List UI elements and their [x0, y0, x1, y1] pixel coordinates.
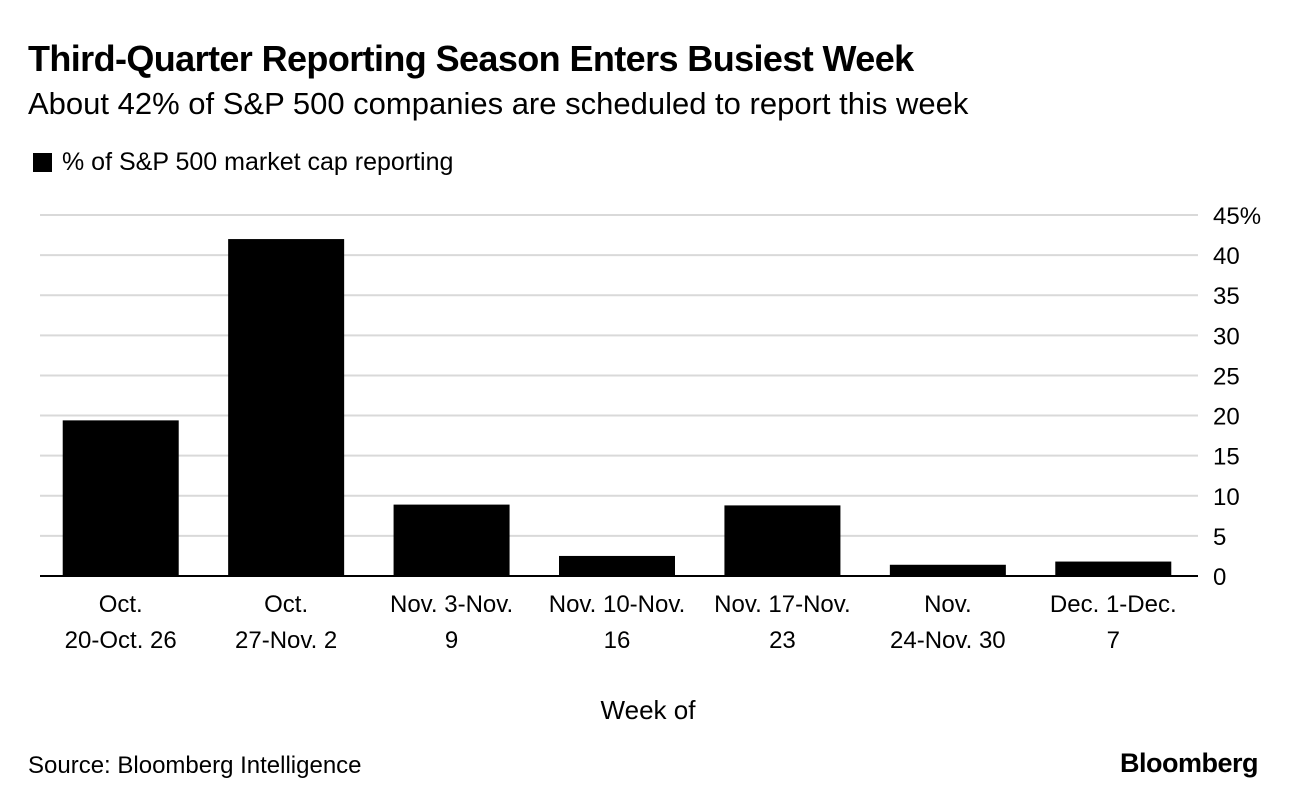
- legend-swatch: [33, 153, 52, 172]
- bar: [393, 504, 510, 576]
- x-tick-label: 24-Nov. 30: [890, 627, 1006, 654]
- chart-title: Third-Quarter Reporting Season Enters Bu…: [28, 38, 914, 79]
- legend-label: % of S&P 500 market cap reporting: [62, 148, 454, 176]
- x-tick-label: 23: [769, 627, 796, 654]
- y-tick-label: 0: [1213, 564, 1226, 591]
- bar: [559, 555, 675, 576]
- bar: [889, 564, 1006, 576]
- y-tick-label: 20: [1213, 404, 1240, 431]
- x-tick-label: 20-Oct. 26: [65, 627, 177, 654]
- chart-subtitle: About 42% of S&P 500 companies are sched…: [28, 86, 969, 121]
- bar: [228, 239, 345, 577]
- y-tick-label: 30: [1213, 323, 1240, 350]
- source-note: Source: Bloomberg Intelligence: [28, 752, 362, 779]
- x-tick-label: 9: [445, 627, 458, 654]
- y-tick-label: 25: [1213, 363, 1240, 390]
- x-tick-label: Nov. 10-Nov.: [549, 591, 686, 618]
- x-tick-label: 16: [604, 627, 631, 654]
- bar: [1055, 561, 1172, 576]
- x-tick-label: Nov. 3-Nov.: [390, 591, 513, 618]
- bar: [724, 505, 841, 576]
- chart-legend: % of S&P 500 market cap reporting: [33, 148, 453, 177]
- bar-chart: 0 5 10 15 20 25 30 35 40 45% Oct. 20-Oct. 26 Oct. 27-…: [40, 203, 1261, 725]
- y-tick-label: 35: [1213, 283, 1240, 310]
- x-tick-label: Nov. 17-Nov.: [714, 591, 851, 618]
- y-tick-label: 5: [1213, 524, 1226, 551]
- x-tick-label: 7: [1107, 627, 1120, 654]
- x-tick-label: Oct.: [264, 591, 308, 618]
- x-tick-label: Oct.: [99, 591, 143, 618]
- x-tick-label: 27-Nov. 2: [235, 627, 337, 654]
- x-tick-label: Nov.: [924, 591, 972, 618]
- y-tick-label: 45%: [1213, 203, 1261, 230]
- x-tick-label: Dec. 1-Dec.: [1050, 591, 1177, 618]
- y-tick-label: 40: [1213, 243, 1240, 270]
- bloomberg-logo: Bloomberg: [1119, 748, 1259, 778]
- x-axis-title: Week of: [601, 695, 697, 725]
- bar: [62, 420, 179, 576]
- y-tick-label: 10: [1213, 484, 1240, 511]
- y-tick-label: 15: [1213, 444, 1240, 471]
